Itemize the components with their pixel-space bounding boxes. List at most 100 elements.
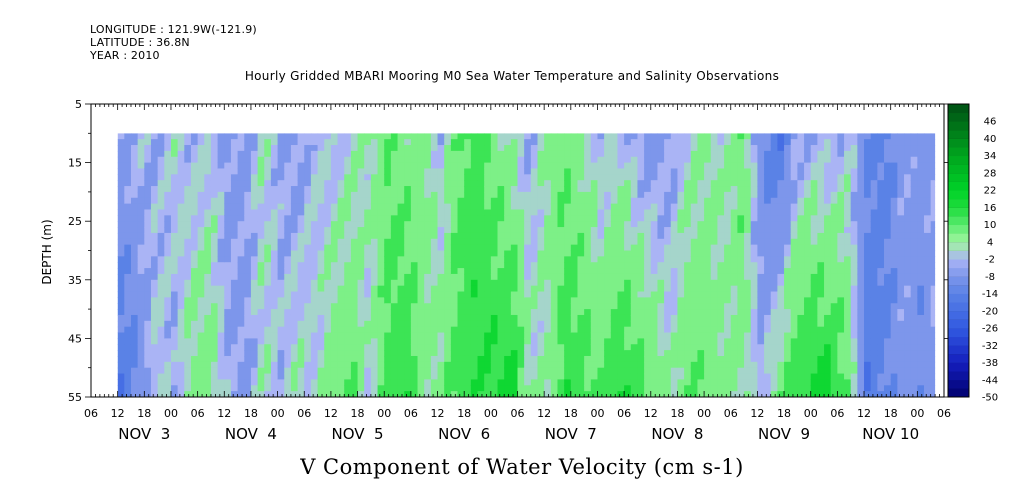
heatmap-cell xyxy=(464,262,472,269)
heatmap-cell xyxy=(430,256,439,263)
heatmap-cell xyxy=(330,344,339,351)
heatmap-cell xyxy=(390,156,399,164)
heatmap-cell xyxy=(770,379,778,386)
heatmap-cell xyxy=(797,379,805,386)
heatmap-cell xyxy=(704,285,712,293)
heatmap-cell xyxy=(650,238,659,246)
heatmap-cell xyxy=(177,291,185,298)
heatmap-cell xyxy=(790,162,798,170)
heatmap-cell xyxy=(770,145,778,152)
heatmap-cell xyxy=(444,314,452,322)
heatmap-cell xyxy=(430,250,439,257)
heatmap-cell xyxy=(757,373,765,381)
heatmap-cell xyxy=(350,391,359,398)
heatmap-cell xyxy=(384,338,392,345)
heatmap-cell xyxy=(724,186,732,193)
heatmap-cell xyxy=(224,338,232,345)
heatmap-cell xyxy=(550,332,559,339)
heatmap-cell xyxy=(530,379,539,386)
heatmap-cell xyxy=(850,350,858,357)
heatmap-cell xyxy=(757,197,765,205)
heatmap-cell xyxy=(177,367,185,375)
heatmap-cell xyxy=(324,180,332,187)
heatmap-cell xyxy=(257,291,265,298)
heatmap-cell xyxy=(604,350,612,357)
heatmap-cell xyxy=(770,133,778,140)
heatmap-cell xyxy=(490,232,499,240)
heatmap-cell xyxy=(570,268,579,275)
heatmap-cell xyxy=(584,379,592,386)
heatmap-cell xyxy=(684,191,692,199)
heatmap-cell xyxy=(277,262,285,269)
heatmap-cell xyxy=(224,174,232,181)
heatmap-cell xyxy=(277,385,285,392)
heatmap-cell xyxy=(270,162,279,170)
heatmap-cell xyxy=(790,297,798,304)
heatmap-cell xyxy=(544,150,552,158)
heatmap-cell xyxy=(590,379,599,386)
heatmap-cell xyxy=(470,227,479,234)
heatmap-cell xyxy=(350,385,359,392)
heatmap-cell xyxy=(277,361,285,369)
heatmap-cell xyxy=(217,244,225,252)
heatmap-cell xyxy=(644,203,652,211)
heatmap-cell xyxy=(277,273,285,281)
heatmap-cell xyxy=(737,338,745,345)
heatmap-cell xyxy=(304,297,312,304)
heatmap-cell xyxy=(250,285,259,293)
heatmap-cell xyxy=(684,215,692,222)
heatmap-cell xyxy=(784,361,792,369)
heatmap-cell xyxy=(510,291,519,298)
heatmap-cell xyxy=(424,309,432,316)
heatmap-cell xyxy=(197,367,205,375)
heatmap-cell xyxy=(384,379,392,386)
heatmap-cell xyxy=(157,197,165,205)
heatmap-cell xyxy=(310,203,319,211)
heatmap-cell xyxy=(784,379,792,386)
heatmap-cell xyxy=(477,232,485,240)
heatmap-cell xyxy=(810,162,818,170)
heatmap-cell xyxy=(470,203,479,211)
heatmap-cell xyxy=(304,133,312,140)
heatmap-cell xyxy=(264,320,272,328)
heatmap-cell xyxy=(357,215,365,222)
heatmap-cell xyxy=(197,244,205,252)
heatmap-cell xyxy=(590,303,599,310)
heatmap-cell xyxy=(190,297,199,304)
heatmap-cell xyxy=(657,162,665,170)
heatmap-cell xyxy=(170,303,179,310)
heatmap-cell xyxy=(730,174,739,181)
heatmap-cell xyxy=(557,332,565,339)
heatmap-cell xyxy=(424,326,432,334)
heatmap-cell xyxy=(797,203,805,211)
heatmap-cell xyxy=(284,367,292,375)
heatmap-cell xyxy=(297,320,305,328)
heatmap-cell xyxy=(777,314,785,322)
heatmap-cell xyxy=(824,350,832,357)
heatmap-cell xyxy=(324,256,332,263)
heatmap-cell xyxy=(370,191,379,199)
heatmap-cell xyxy=(597,256,605,263)
heatmap-cell xyxy=(390,133,399,140)
heatmap-cell xyxy=(390,297,399,304)
heatmap-cell xyxy=(470,350,479,357)
heatmap-cell xyxy=(284,314,292,322)
heatmap-cell xyxy=(457,273,465,281)
heatmap-cell xyxy=(684,145,692,152)
heatmap-cell xyxy=(577,379,585,386)
heatmap-cell xyxy=(630,309,639,316)
heatmap-cell xyxy=(384,250,392,257)
heatmap-cell xyxy=(750,191,758,199)
heatmap-cell xyxy=(817,355,825,363)
heatmap-cell xyxy=(217,379,225,386)
heatmap-cell xyxy=(644,367,652,375)
heatmap-cell xyxy=(584,238,592,246)
heatmap-cell xyxy=(744,244,752,252)
heatmap-cell xyxy=(124,215,132,222)
heatmap-cell xyxy=(324,273,332,281)
heatmap-cell xyxy=(657,180,665,187)
heatmap-cell xyxy=(544,186,552,193)
heatmap-cell xyxy=(564,203,572,211)
heatmap-cell xyxy=(304,391,312,398)
heatmap-cell xyxy=(230,232,239,240)
